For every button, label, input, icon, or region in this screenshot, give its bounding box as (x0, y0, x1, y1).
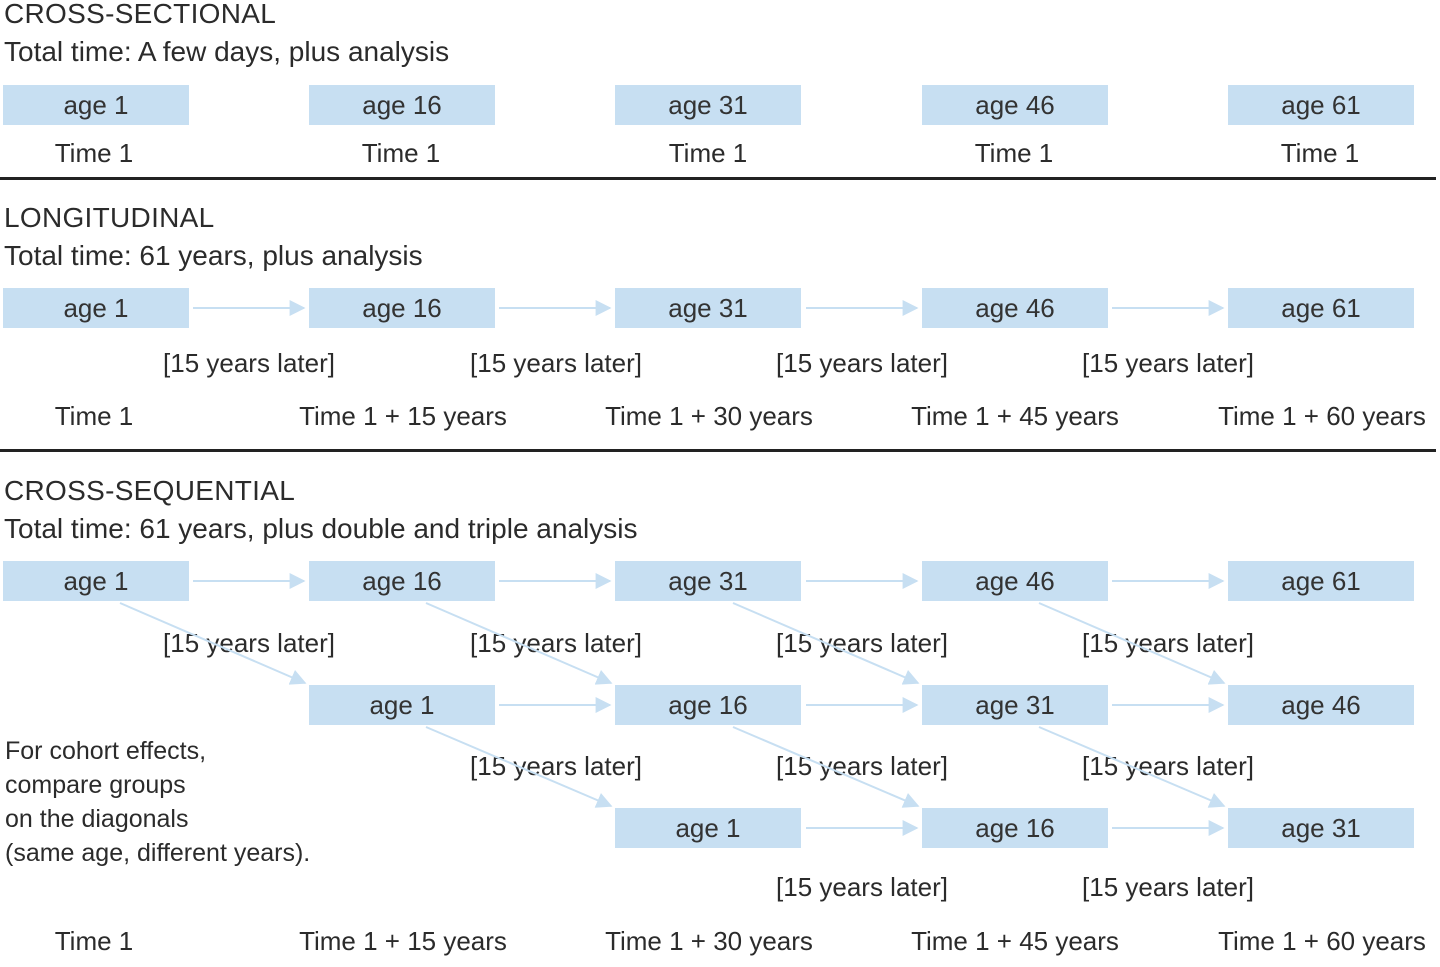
seq-time-5: Time 1 + 60 years (1218, 926, 1426, 956)
seq-later-r3-2: [15 years later] (1082, 872, 1254, 902)
seq-later-r1-4: [15 years later] (1082, 628, 1254, 658)
seq-time-4: Time 1 + 45 years (911, 926, 1119, 956)
cs-box-5: age 61 (1228, 85, 1414, 125)
cs-time-4: Time 1 (974, 138, 1054, 168)
cross-sectional-total-time: Total time: A few days, plus analysis (4, 36, 450, 67)
seq-time-2: Time 1 + 15 years (299, 926, 507, 956)
lg-box-4: age 46 (922, 288, 1108, 328)
cs-box-1: age 1 (3, 85, 189, 125)
seq-row1-box-3: age 31 (615, 561, 801, 601)
lg-time-4: Time 1 + 45 years (911, 401, 1119, 431)
seq-row1-box-2: age 16 (309, 561, 495, 601)
lg-later-2: [15 years later] (470, 348, 642, 378)
cs-time-5: Time 1 (1280, 138, 1360, 168)
cs-box-3: age 31 (615, 85, 801, 125)
lg-later-4: [15 years later] (1082, 348, 1254, 378)
cross-sequential-title: CROSS-SEQUENTIAL (4, 475, 296, 506)
seq-later-r2-1: [15 years later] (470, 751, 642, 781)
lg-box-2: age 16 (309, 288, 495, 328)
lg-time-1: Time 1 (54, 401, 134, 431)
cs-box-4: age 46 (922, 85, 1108, 125)
seq-row1-box-1: age 1 (3, 561, 189, 601)
seq-row3-box-3: age 31 (1228, 808, 1414, 848)
seq-later-r1-2: [15 years later] (470, 628, 642, 658)
seq-row1-box-5: age 61 (1228, 561, 1414, 601)
longitudinal-title: LONGITUDINAL (4, 202, 215, 233)
cs-time-2: Time 1 (361, 138, 441, 168)
seq-row3-box-2: age 16 (922, 808, 1108, 848)
seq-later-r2-3: [15 years later] (1082, 751, 1254, 781)
seq-later-r2-2: [15 years later] (776, 751, 948, 781)
cs-time-1: Time 1 (54, 138, 134, 168)
section-divider-1 (0, 177, 1436, 180)
seq-later-r1-3: [15 years later] (776, 628, 948, 658)
lg-time-3: Time 1 + 30 years (605, 401, 813, 431)
seq-row2-box-2: age 16 (615, 685, 801, 725)
cohort-effects-note: For cohort effects, compare groups on th… (5, 737, 311, 867)
seq-row1-box-4: age 46 (922, 561, 1108, 601)
seq-later-r1-1: [15 years later] (163, 628, 335, 658)
lg-later-1: [15 years later] (163, 348, 335, 378)
lg-time-5: Time 1 + 60 years (1218, 401, 1426, 431)
cross-sectional-title: CROSS-SECTIONAL (4, 0, 277, 29)
lg-box-1: age 1 (3, 288, 189, 328)
lg-time-2: Time 1 + 15 years (299, 401, 507, 431)
seq-row2-box-4: age 46 (1228, 685, 1414, 725)
cs-time-3: Time 1 (668, 138, 748, 168)
cross-sequential-total-time: Total time: 61 years, plus double and tr… (4, 513, 638, 544)
seq-time-1: Time 1 (54, 926, 134, 956)
lg-later-3: [15 years later] (776, 348, 948, 378)
seq-time-3: Time 1 + 30 years (605, 926, 813, 956)
longitudinal-total-time: Total time: 61 years, plus analysis (4, 240, 423, 271)
seq-row2-box-3: age 31 (922, 685, 1108, 725)
cs-box-2: age 16 (309, 85, 495, 125)
lg-box-3: age 31 (615, 288, 801, 328)
seq-later-r3-1: [15 years later] (776, 872, 948, 902)
seq-row2-box-1: age 1 (309, 685, 495, 725)
lg-box-5: age 61 (1228, 288, 1414, 328)
seq-row3-box-1: age 1 (615, 808, 801, 848)
section-divider-2 (0, 449, 1436, 452)
